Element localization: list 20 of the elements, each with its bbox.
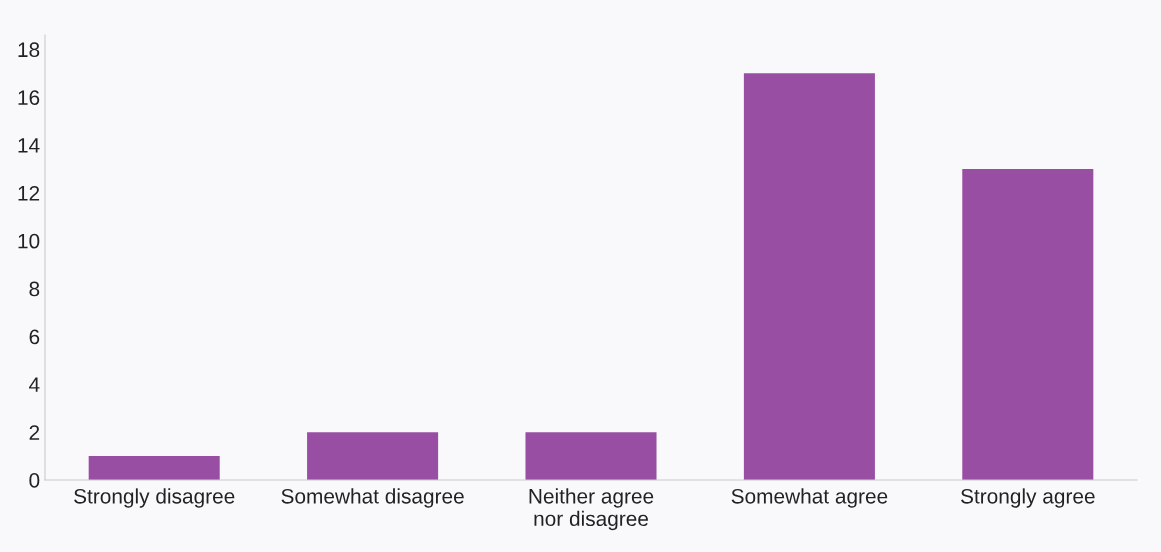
x-tick-label: Strongly disagree bbox=[74, 488, 235, 508]
bar bbox=[525, 432, 657, 480]
bar bbox=[307, 432, 439, 480]
y-tick-label: 18 bbox=[18, 42, 40, 58]
y-tick-label: 10 bbox=[18, 233, 40, 249]
y-tick-label: 8 bbox=[29, 281, 40, 297]
bar bbox=[743, 73, 875, 480]
x-tick-label: Somewhat agree bbox=[731, 488, 888, 508]
bar bbox=[962, 168, 1094, 480]
y-tick-label: 6 bbox=[29, 329, 40, 345]
y-tick-label: 16 bbox=[18, 90, 40, 105]
y-tick-label: 4 bbox=[29, 377, 40, 392]
x-tick-label: Neither agree nor disagree bbox=[529, 488, 654, 531]
y-tick-label: 2 bbox=[29, 425, 40, 440]
y-tick-label: 14 bbox=[18, 138, 40, 153]
bar bbox=[88, 456, 220, 480]
y-tick-label: 0 bbox=[29, 473, 40, 488]
x-tick-label: Strongly agree bbox=[961, 488, 1095, 508]
x-tick-label: Somewhat disagree bbox=[281, 488, 464, 508]
y-tick-label: 12 bbox=[18, 185, 40, 201]
